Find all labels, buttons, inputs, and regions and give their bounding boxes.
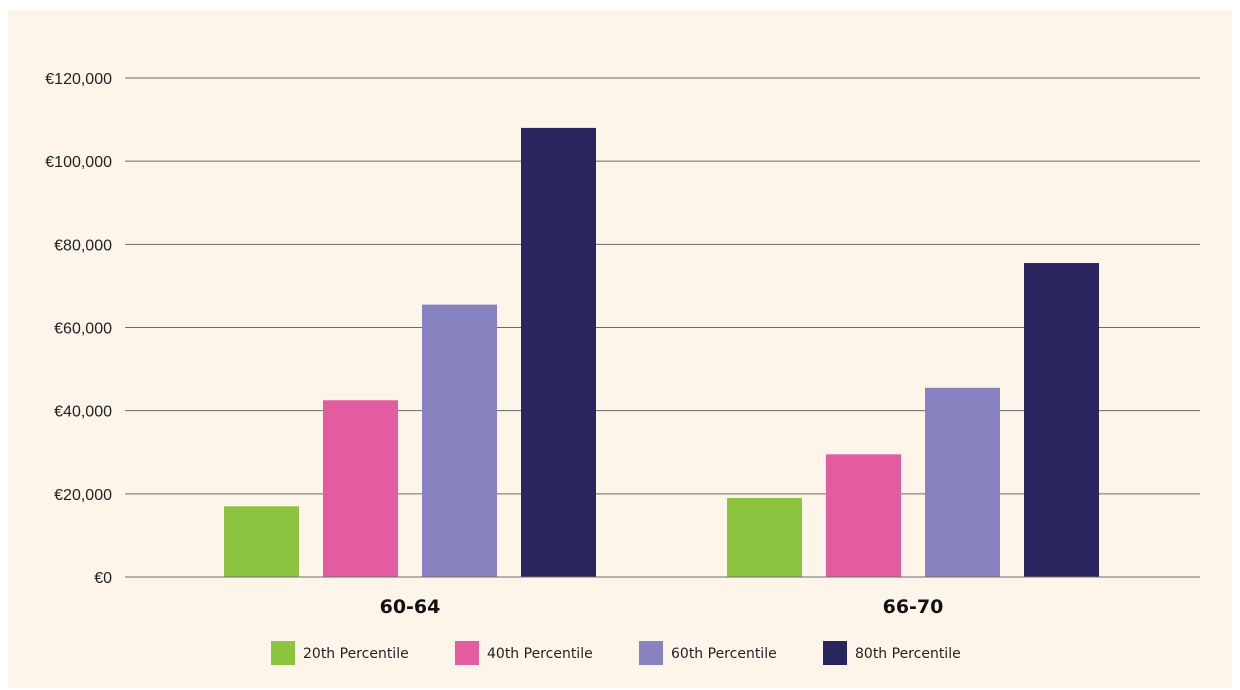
bar-66-70-20th-percentile — [727, 497, 802, 577]
legend-label: 40th Percentile — [487, 646, 593, 662]
y-tick-label: €120,000 — [45, 71, 112, 88]
legend-label: 20th Percentile — [303, 646, 409, 662]
legend-swatch — [639, 641, 663, 665]
bar-60-64-20th-percentile — [224, 506, 299, 577]
bar-60-64-60th-percentile — [422, 304, 497, 577]
y-tick-label: €80,000 — [54, 237, 112, 254]
legend-swatch — [823, 641, 847, 665]
y-tick-label: €40,000 — [54, 404, 112, 421]
legend-swatch — [455, 641, 479, 665]
legend-label: 80th Percentile — [855, 646, 961, 662]
y-tick-label: €20,000 — [54, 487, 112, 504]
bar-60-64-80th-percentile — [521, 127, 596, 578]
legend-swatch — [271, 641, 295, 665]
bar-66-70-80th-percentile — [1024, 263, 1099, 577]
bar-66-70-40th-percentile — [826, 454, 901, 577]
x-category-label: 66-70 — [883, 596, 944, 618]
legend-label: 60th Percentile — [671, 646, 777, 662]
bar-60-64-40th-percentile — [323, 400, 398, 577]
y-tick-label: €0 — [94, 570, 112, 587]
x-category-label: 60-64 — [380, 596, 441, 618]
y-tick-label: €100,000 — [45, 154, 112, 171]
y-tick-label: €60,000 — [54, 321, 112, 338]
bar-66-70-60th-percentile — [925, 387, 1000, 577]
